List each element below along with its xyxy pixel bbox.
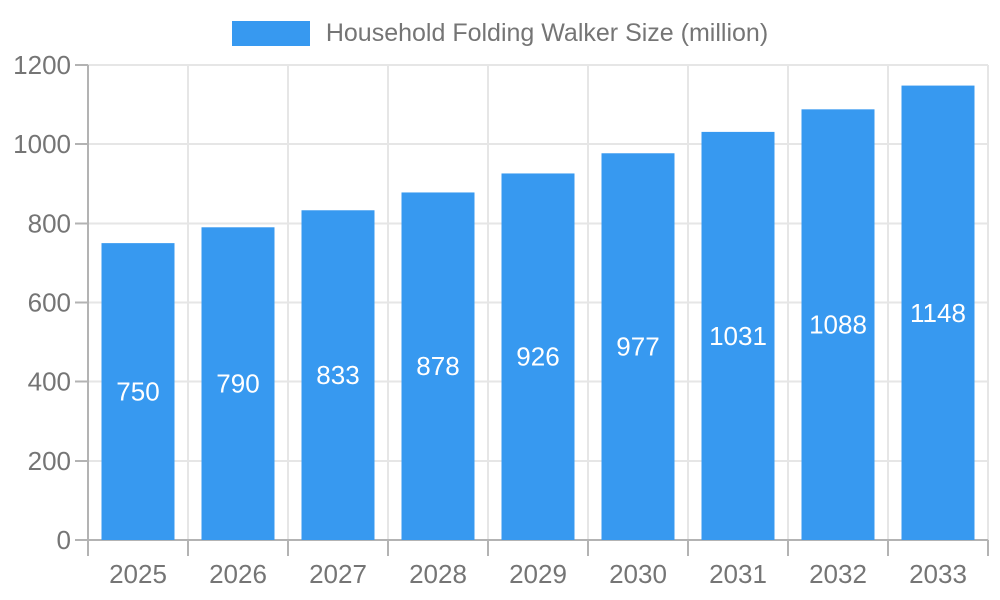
x-axis-label: 2031 bbox=[709, 559, 767, 589]
x-axis-label: 2032 bbox=[809, 559, 867, 589]
bar-value-label: 1088 bbox=[809, 310, 867, 340]
x-axis-label: 2033 bbox=[909, 559, 967, 589]
bar[interactable] bbox=[801, 109, 875, 540]
y-axis-label: 200 bbox=[28, 446, 71, 476]
bar-value-label: 926 bbox=[516, 342, 559, 372]
bar-value-label: 977 bbox=[616, 332, 659, 362]
bar[interactable] bbox=[701, 131, 775, 541]
bar[interactable] bbox=[301, 210, 375, 541]
bar-value-label: 790 bbox=[216, 369, 259, 399]
bar[interactable] bbox=[401, 192, 475, 541]
bar-value-label: 878 bbox=[416, 351, 459, 381]
bar-value-label: 1148 bbox=[910, 298, 966, 328]
y-axis-label: 0 bbox=[57, 525, 71, 555]
legend-label: Household Folding Walker Size (million) bbox=[325, 18, 769, 47]
x-axis-label: 2028 bbox=[409, 559, 467, 589]
x-axis-label: 2026 bbox=[209, 559, 267, 589]
x-axis-label: 2030 bbox=[609, 559, 667, 589]
x-axis-label: 2025 bbox=[109, 559, 167, 589]
bar[interactable] bbox=[501, 173, 575, 541]
y-axis-label: 400 bbox=[28, 367, 71, 397]
y-axis-label: 1000 bbox=[13, 129, 71, 159]
bar-value-label: 1031 bbox=[709, 321, 767, 351]
legend-item[interactable]: Household Folding Walker Size (million) bbox=[0, 16, 1000, 50]
y-axis-label: 1200 bbox=[13, 50, 71, 80]
bar[interactable] bbox=[201, 227, 275, 540]
bar[interactable] bbox=[601, 153, 675, 541]
bar[interactable] bbox=[901, 85, 975, 540]
bar[interactable] bbox=[101, 243, 175, 540]
y-axis-label: 800 bbox=[28, 208, 71, 238]
bar-value-label: 750 bbox=[116, 377, 159, 407]
legend-swatch bbox=[231, 20, 310, 46]
bar-value-label: 833 bbox=[316, 360, 359, 390]
x-axis-label: 2027 bbox=[309, 559, 367, 589]
x-axis-label: 2029 bbox=[509, 559, 567, 589]
y-axis-label: 600 bbox=[28, 288, 71, 318]
